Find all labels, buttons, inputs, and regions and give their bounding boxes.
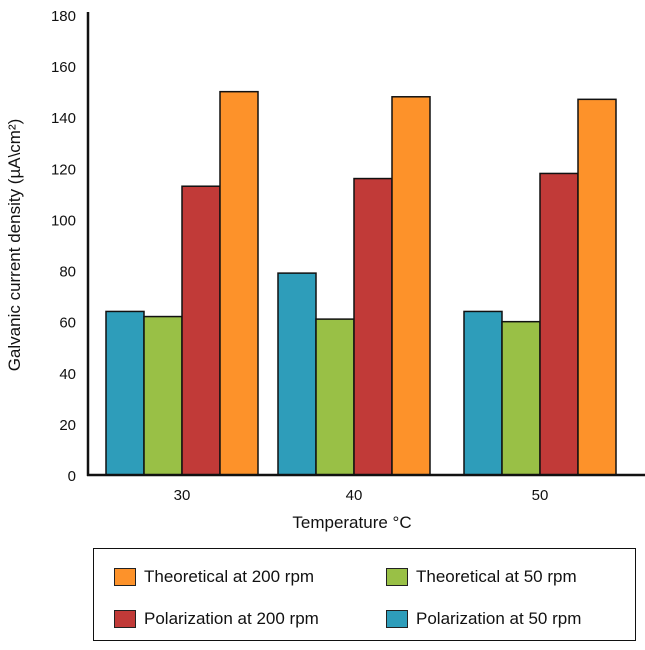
x-axis-label: Temperature °C: [292, 513, 411, 532]
legend-label: Polarization at 50 rpm: [416, 609, 582, 628]
x-tick-label: 40: [346, 487, 363, 504]
legend-item: Polarization at 50 rpm: [386, 609, 581, 629]
x-tick-label: 30: [174, 487, 191, 504]
legend-swatch: [386, 568, 408, 586]
legend-label: Theoretical at 200 rpm: [144, 567, 315, 586]
y-tick-label: 160: [51, 59, 76, 76]
y-tick-label: 100: [51, 212, 76, 229]
legend-swatch: [114, 568, 136, 586]
bar-theoretical-at-200-rpm-30: [219, 90, 259, 476]
legend-item: Theoretical at 200 rpm: [114, 567, 314, 587]
legend-label: Polarization at 200 rpm: [144, 609, 319, 628]
legend-item: Polarization at 200 rpm: [114, 609, 319, 629]
bar-chart: 0 20 40 60 80 100 120 140 160 180 30 40 50 Temperat…: [5, 8, 645, 532]
y-tick-label: 140: [51, 110, 76, 127]
bar-polarization-at-50-rpm-50: [463, 310, 503, 476]
legend-item: Theoretical at 50 rpm: [386, 567, 577, 587]
bar-polarization-at-200-rpm-40: [353, 177, 393, 476]
y-tick-label: 120: [51, 161, 76, 178]
bar-polarization-at-50-rpm-40: [277, 272, 317, 476]
bar-theoretical-at-50-rpm-50: [501, 320, 541, 476]
bar-theoretical-at-200-rpm-40: [391, 96, 431, 476]
y-tick-label: 40: [59, 366, 76, 383]
y-tick-label: 0: [68, 468, 76, 485]
bar-theoretical-at-50-rpm-30: [143, 315, 183, 476]
legend-swatch: [114, 610, 136, 628]
bar-theoretical-at-200-rpm-50: [577, 98, 617, 476]
y-tick-label: 180: [51, 8, 76, 25]
bar-polarization-at-200-rpm-30: [181, 185, 221, 476]
y-tick-label: 60: [59, 315, 76, 332]
y-tick-label: 20: [59, 417, 76, 434]
bar-polarization-at-200-rpm-50: [539, 172, 579, 476]
bar-theoretical-at-50-rpm-40: [315, 318, 355, 476]
legend-swatch: [386, 610, 408, 628]
bar-polarization-at-50-rpm-30: [105, 310, 145, 476]
y-axis-label: Galvanic current density (µA\cm²): [5, 119, 24, 372]
legend: Theoretical at 200 rpm Theoretical at 50 …: [93, 548, 636, 641]
y-tick-label: 80: [59, 264, 76, 281]
x-tick-label: 50: [532, 487, 549, 504]
legend-label: Theoretical at 50 rpm: [416, 567, 577, 586]
